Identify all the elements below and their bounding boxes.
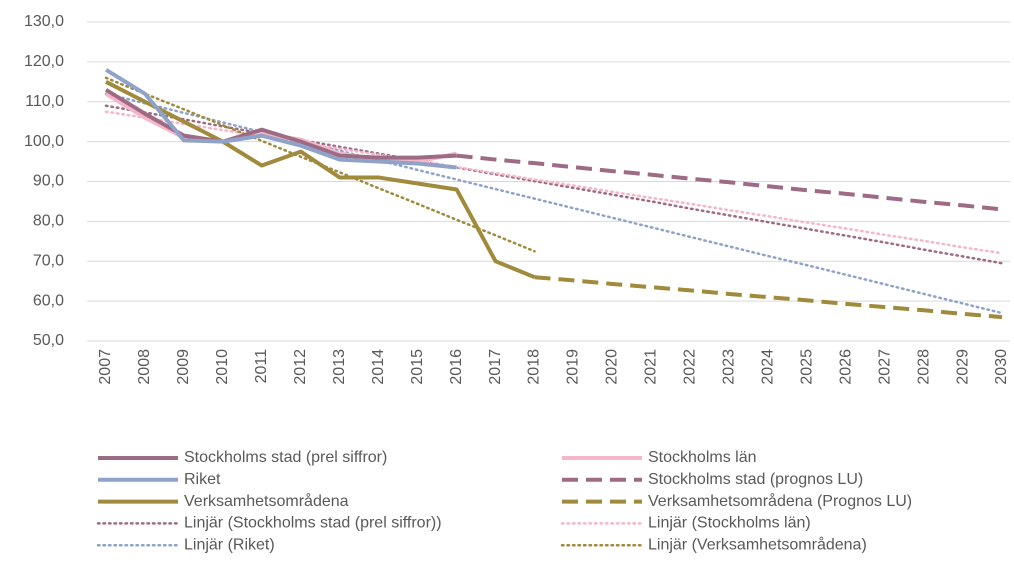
y-tick-label: 70,0 xyxy=(33,252,64,269)
x-tick-label: 2010 xyxy=(214,349,231,385)
x-tick-label: 2007 xyxy=(97,349,114,385)
y-tick-label: 120,0 xyxy=(24,53,64,70)
x-tick-label: 2013 xyxy=(331,349,348,385)
y-tick-label: 80,0 xyxy=(33,213,64,230)
legend-label: Verksamhetsområdena (Prognos LU) xyxy=(648,492,912,510)
legend-label: Stockholms län xyxy=(648,449,757,466)
series-line xyxy=(104,68,457,170)
x-tick-label: 2022 xyxy=(682,349,699,385)
x-tick-label: 2017 xyxy=(487,349,504,385)
legend-label: Linjär (Stockholms län) xyxy=(648,515,811,532)
x-tick-label: 2008 xyxy=(136,349,153,385)
series-line xyxy=(104,88,457,160)
legend-label: Stockholms stad (prel siffror) xyxy=(184,449,387,466)
x-tick-label: 2029 xyxy=(954,349,971,385)
x-tick-label: 2026 xyxy=(837,349,854,385)
legend-label: Linjär (Verksamhetsområdena) xyxy=(648,535,867,553)
series-line xyxy=(104,104,1004,265)
series-line xyxy=(104,92,1004,315)
x-tick-label: 2012 xyxy=(292,349,309,385)
x-tick-label: 2014 xyxy=(370,349,387,385)
series-line xyxy=(534,275,1003,320)
series-line xyxy=(456,153,1003,212)
x-tick-label: 2011 xyxy=(253,349,270,384)
legend-label: Linjär (Riket) xyxy=(184,536,275,553)
x-tick-label: 2027 xyxy=(876,349,893,385)
x-tick-label: 2020 xyxy=(604,349,621,385)
x-tick-label: 2009 xyxy=(175,349,192,385)
x-tick-label: 2030 xyxy=(993,349,1010,385)
y-tick-label: 60,0 xyxy=(33,292,64,309)
x-tick-label: 2023 xyxy=(721,349,738,385)
legend-label: Stockholms stad (prognos LU) xyxy=(648,471,863,488)
x-tick-label: 2021 xyxy=(643,349,660,385)
x-tick-label: 2028 xyxy=(915,349,932,385)
y-tick-label: 50,0 xyxy=(33,332,64,349)
legend-label: Linjär (Stockholms stad (prel siffror)) xyxy=(184,515,442,532)
y-tick-label: 100,0 xyxy=(24,133,64,150)
x-tick-label: 2019 xyxy=(565,349,582,385)
x-tick-label: 2024 xyxy=(759,349,776,385)
x-tick-label: 2016 xyxy=(448,349,465,385)
series-line xyxy=(105,80,536,280)
x-tick-label: 2018 xyxy=(526,349,543,385)
x-tick-label: 2025 xyxy=(798,349,815,385)
legend-label: Riket xyxy=(184,471,221,488)
y-tick-label: 110,0 xyxy=(25,93,64,110)
series-line xyxy=(104,92,458,164)
x-tick-label: 2015 xyxy=(409,349,426,385)
y-tick-label: 90,0 xyxy=(33,173,64,190)
legend-label: Verksamhetsområdena xyxy=(184,492,349,510)
y-tick-label: 130,0 xyxy=(24,13,64,30)
